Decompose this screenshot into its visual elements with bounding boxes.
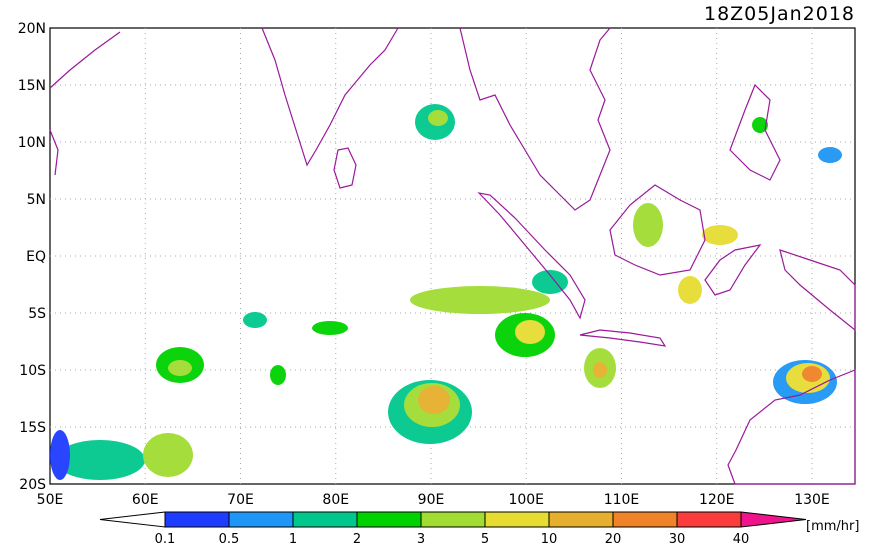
lon-label: 90E (418, 492, 445, 508)
grid (50, 28, 855, 484)
lon-label: 110E (604, 492, 640, 508)
colorbar-label: 30 (669, 532, 686, 544)
colorbar-box (228, 511, 294, 528)
colorbar-box (676, 511, 742, 528)
lat-label: 5S (28, 306, 46, 322)
colorbar-label: 1 (289, 532, 297, 544)
lat-label: 15N (18, 78, 46, 94)
title: 18Z05Jan2018 (704, 3, 855, 25)
lat-label: 15S (19, 420, 46, 436)
colorbar-label: 5 (481, 532, 489, 544)
colorbar-label: 0.5 (219, 532, 240, 544)
lat-label: 10N (18, 135, 46, 151)
lon-label: 130E (794, 492, 830, 508)
lat-label: 10S (19, 363, 46, 379)
lon-label: 80E (322, 492, 349, 508)
colorbar-end-high (740, 511, 807, 528)
lon-label: 50E (37, 492, 64, 508)
coastlines (49, 27, 856, 485)
colorbar-box (356, 511, 422, 528)
lat-label: 5N (27, 192, 46, 208)
colorbar-label: 2 (353, 532, 361, 544)
colorbar-box (164, 511, 230, 528)
colorbar-label: 40 (733, 532, 750, 544)
colorbar-end-low (99, 511, 166, 528)
colorbar-box (420, 511, 486, 528)
colorbar-label: 20 (605, 532, 622, 544)
colorbar-box (548, 511, 614, 528)
colorbar-label: 3 (417, 532, 425, 544)
colorbar-label: 0.1 (155, 532, 176, 544)
lon-label: 60E (132, 492, 159, 508)
lat-label: 20S (19, 477, 46, 493)
lat-label: EQ (26, 249, 46, 265)
colorbar-box (292, 511, 358, 528)
lon-label: 70E (227, 492, 254, 508)
colorbar-label: 10 (541, 532, 558, 544)
precip-patches (50, 104, 842, 480)
lon-label: 120E (699, 492, 735, 508)
lat-label: 20N (18, 21, 46, 37)
colorbar-box (612, 511, 678, 528)
lon-label: 100E (508, 492, 544, 508)
colorbar: 0.1 0.5 1 2 3 5 10 20 30 40 [mm/hr] (99, 511, 859, 547)
colorbar-unit: [mm/hr] (806, 519, 859, 534)
colorbar-box (484, 511, 550, 528)
